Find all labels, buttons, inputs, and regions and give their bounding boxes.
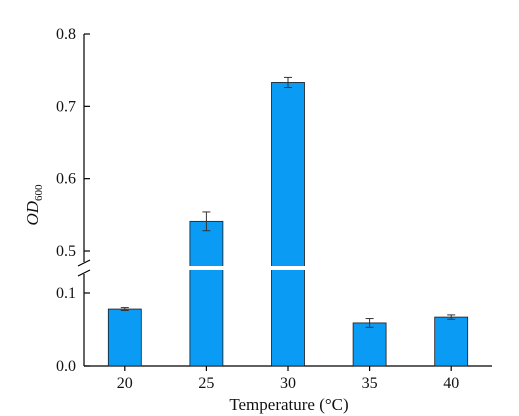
x-axis-label: Temperature (°C) xyxy=(229,395,348,414)
error-bar-30 xyxy=(284,76,292,89)
bar-20 xyxy=(107,308,142,367)
bar-break-gap-25 xyxy=(188,266,224,270)
y-tick-label: 0.0 xyxy=(56,358,76,375)
y-tick-label: 0.1 xyxy=(56,285,76,302)
bar-break-gap-30 xyxy=(270,266,306,270)
bar-30 xyxy=(271,82,305,367)
error-bar-35 xyxy=(365,318,374,328)
x-tick-label: 30 xyxy=(280,375,296,392)
error-bars xyxy=(120,76,456,328)
y-axis-label-main: OD xyxy=(23,200,42,225)
y-tick-label: 0.7 xyxy=(56,98,76,115)
y-tick-label: 0.6 xyxy=(56,171,76,188)
y-axis-label-subscript: 600 xyxy=(33,184,45,201)
bars xyxy=(107,82,469,367)
axis-break-mark-2 xyxy=(77,269,91,277)
axis-break-mark-1 xyxy=(77,259,91,267)
bar-25 xyxy=(189,220,224,367)
y-tick-label: 0.5 xyxy=(56,243,76,260)
bar-35 xyxy=(352,322,387,367)
x-tick-label: 25 xyxy=(198,375,214,392)
x-tick-label: 40 xyxy=(443,375,459,392)
y-axis-label: OD600 xyxy=(23,184,45,226)
error-bar-40 xyxy=(447,314,456,320)
y-ticks: 0.5 0.6 0.7 0.8 0.0 0.1 xyxy=(56,26,90,375)
bar-40 xyxy=(434,316,469,367)
x-ticks: 20 25 30 35 40 xyxy=(117,366,459,392)
axis-break-marks xyxy=(77,259,91,277)
error-bar-20 xyxy=(120,307,129,312)
x-tick-label: 20 xyxy=(117,375,133,392)
error-bar-25 xyxy=(202,211,211,232)
y-tick-label: 0.8 xyxy=(56,26,76,43)
x-tick-label: 35 xyxy=(362,375,378,392)
